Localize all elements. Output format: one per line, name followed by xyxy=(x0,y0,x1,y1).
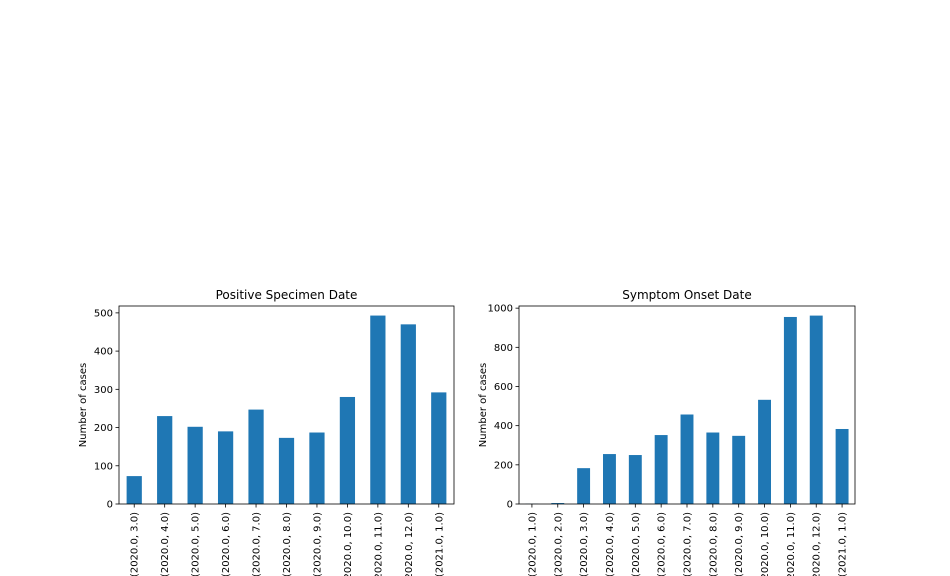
bar-12 xyxy=(835,428,849,504)
chart-symptom-onset-date: 0 200 400 600 800 1000 (2020.0, 1.0) (2020.0, 2… xyxy=(478,288,856,576)
y-tick-label-4: 800 xyxy=(494,343,513,354)
y-tick-label-2: 400 xyxy=(494,421,513,432)
bar-4 xyxy=(248,409,264,504)
bar-2 xyxy=(187,426,203,504)
bar-9 xyxy=(758,399,771,504)
bar-6 xyxy=(309,432,325,504)
chart-title: Positive Specimen Date xyxy=(216,288,358,302)
x-tick-label-12: (2021.0, 1.0) xyxy=(838,512,849,576)
y-tick-label-5: 500 xyxy=(94,308,113,319)
x-tick-label-2: (2020.0, 3.0) xyxy=(579,512,590,576)
x-tick-label-8: (2020.0, 11.0) xyxy=(373,512,384,576)
x-tick-label-10: (2020.0, 11.0) xyxy=(786,512,797,576)
x-tick-label-1: (2020.0, 2.0) xyxy=(553,512,564,576)
bar-4 xyxy=(628,455,642,504)
x-tick-label-3: (2020.0, 4.0) xyxy=(605,512,616,576)
y-axis-label: Number of cases xyxy=(78,363,89,447)
x-tick-label-0: (2020.0, 1.0) xyxy=(527,512,538,576)
bar-7 xyxy=(706,432,720,504)
x-tick-label-8: (2020.0, 9.0) xyxy=(734,512,745,576)
bar-3 xyxy=(217,431,234,504)
bar-9 xyxy=(400,324,416,504)
y-tick-label-0: 0 xyxy=(507,500,513,511)
x-tick-label-10: (2021.0, 1.0) xyxy=(434,512,445,576)
bar-2 xyxy=(577,468,591,504)
x-tick-label-0: (2020.0, 3.0) xyxy=(130,512,141,576)
bar-5 xyxy=(278,437,295,504)
bar-10 xyxy=(783,316,797,504)
x-tick-label-9: (2020.0, 12.0) xyxy=(404,512,415,576)
x-tick-label-4: (2020.0, 7.0) xyxy=(252,512,263,576)
x-tick-label-7: (2020.0, 10.0) xyxy=(343,512,354,576)
bar-1 xyxy=(551,503,565,504)
y-tick-label-5: 1000 xyxy=(488,304,513,315)
x-tick-label-7: (2020.0, 8.0) xyxy=(708,512,719,576)
x-tick-label-6: (2020.0, 9.0) xyxy=(312,512,323,576)
bar-5 xyxy=(654,435,668,504)
chart-title: Symptom Onset Date xyxy=(622,288,751,302)
bar-7 xyxy=(339,396,356,504)
bar-8 xyxy=(732,435,746,504)
y-tick-label-3: 600 xyxy=(494,382,513,393)
x-tick-label-2: (2020.0, 5.0) xyxy=(191,512,202,576)
x-tick-label-5: (2020.0, 8.0) xyxy=(282,512,293,576)
bar-8 xyxy=(370,315,386,504)
y-axis-label: Number of cases xyxy=(478,363,489,447)
x-tick-label-11: (2020.0, 12.0) xyxy=(812,512,823,576)
bar-3 xyxy=(603,454,616,504)
x-tick-label-5: (2020.0, 6.0) xyxy=(657,512,668,576)
y-tick-label-2: 200 xyxy=(94,423,113,434)
bar-6 xyxy=(680,414,694,504)
y-tick-label-3: 300 xyxy=(94,385,113,396)
y-tick-label-0: 0 xyxy=(107,500,113,511)
x-tick-label-6: (2020.0, 7.0) xyxy=(683,512,694,576)
x-tick-label-1: (2020.0, 4.0) xyxy=(160,512,171,576)
x-tick-label-3: (2020.0, 6.0) xyxy=(221,512,232,576)
bar-11 xyxy=(809,315,823,504)
y-tick-label-4: 400 xyxy=(94,347,113,358)
chart-positive-specimen-date: 0 100 200 300 400 500 (2020.0, 3.0) (2020.0, 4.… xyxy=(78,288,455,576)
x-tick-label-9: (2020.0, 10.0) xyxy=(760,512,771,576)
bar-1 xyxy=(157,416,173,504)
x-tick-label-4: (2020.0, 5.0) xyxy=(631,512,642,576)
y-tick-label-1: 100 xyxy=(94,461,113,472)
bar-0 xyxy=(126,476,142,504)
bar-10 xyxy=(431,392,447,504)
y-tick-label-1: 200 xyxy=(494,460,513,471)
